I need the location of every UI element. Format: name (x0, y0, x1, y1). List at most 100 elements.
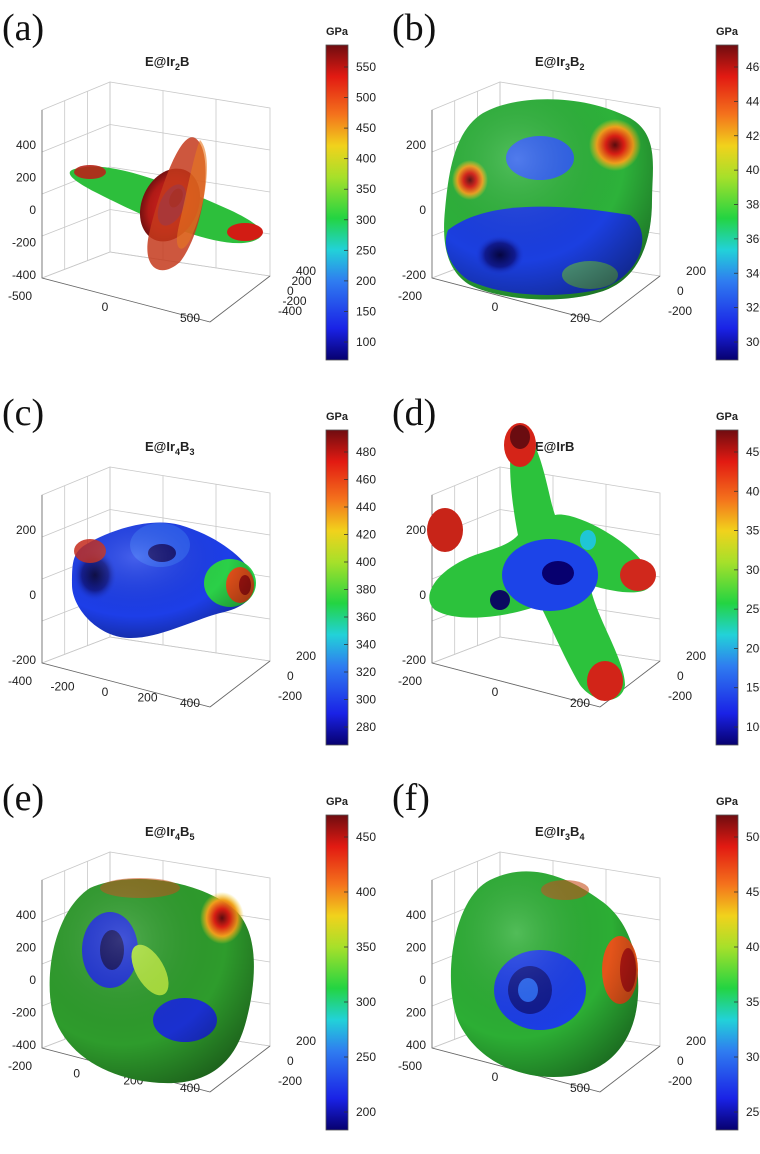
colorbar-tick-label: 380 (356, 583, 376, 597)
z-tick-label: 200 (406, 523, 426, 537)
z-tick-label: 400 (16, 138, 36, 152)
modulus-surface (427, 423, 656, 701)
colorbar-tick-label: 280 (356, 720, 376, 734)
colorbar-tick-label: 450 (746, 445, 760, 459)
colorbar-tick-label: 300 (356, 693, 376, 707)
title-rest: B (180, 54, 189, 69)
colorbar-unit: GPa (716, 796, 739, 808)
z-tick-label: 200 (406, 1006, 426, 1020)
title-rest: B (570, 54, 579, 69)
y-tick-label: 0 (677, 1054, 684, 1068)
x-tick-label: -500 (398, 1059, 422, 1073)
x-tick-label: 500 (180, 311, 200, 325)
z-tick-label: 200 (406, 941, 426, 955)
colorbar-tick-label: 250 (746, 602, 760, 616)
x-tick-label: 0 (492, 1070, 499, 1084)
z-tick-label: -200 (402, 653, 426, 667)
y-tick-label: 200 (686, 264, 706, 278)
colorbar: GPa 480 460 440 420 400 380 360 340 320 300 280 (325, 411, 376, 746)
z-tick-label: -200 (12, 653, 36, 667)
colorbar-unit: GPa (326, 26, 349, 38)
panel-label: (d) (392, 392, 436, 434)
y-tick-label: 400 (296, 264, 316, 278)
z-tick-label: 200 (16, 171, 36, 185)
x-tick-label: -400 (8, 674, 32, 688)
colorbar-tick-label: 450 (746, 885, 760, 899)
title-subscript-2: 3 (189, 447, 194, 457)
z-tick-label: -400 (12, 268, 36, 282)
colorbar-tick-label: 320 (746, 301, 760, 315)
panel-label: (e) (2, 777, 44, 819)
colorbar-tick-label: 500 (746, 830, 760, 844)
colorbar-tick-label: 350 (746, 524, 760, 538)
colorbar-tick-label: 250 (746, 1105, 760, 1119)
colorbar-tick-label: 340 (746, 266, 760, 280)
panel-f: (f)E@Ir3B44002000200400-50005002000-200G… (392, 777, 760, 1131)
colorbar: GPa 450 400 350 300 250 200 (325, 796, 376, 1131)
title-subscript-1: 4 (175, 447, 180, 457)
y-tick-label: -200 (283, 294, 307, 308)
x-tick-label: 200 (570, 696, 590, 710)
colorbar-tick-label: 400 (356, 152, 376, 166)
y-tick-label: 200 (686, 1034, 706, 1048)
panel-label: (a) (2, 7, 44, 49)
colorbar-tick-label: 400 (746, 940, 760, 954)
colorbar-tick-label: 300 (356, 213, 376, 227)
x-tick-label: 200 (137, 691, 157, 705)
x-axis-line (41, 662, 211, 708)
colorbar-tick-label: 360 (746, 232, 760, 246)
z-tick-label: 0 (419, 588, 426, 602)
colorbar-tick-label: 350 (746, 995, 760, 1009)
y-tick-label: -200 (668, 304, 692, 318)
colorbar-tick-label: 200 (356, 274, 376, 288)
colorbar-tick-label: 250 (356, 1050, 376, 1064)
x-tick-label: 400 (180, 1081, 200, 1095)
colorbar-tick-label: 200 (746, 641, 760, 655)
colorbar-tick-label: 150 (746, 681, 760, 695)
colorbar: GPa 450 400 350 300 250 200 150 100 (715, 411, 760, 746)
panel-title: E@Ir3B2 (535, 54, 584, 72)
y-tick-label: 0 (677, 669, 684, 683)
y-tick-label: 0 (287, 669, 294, 683)
colorbar-tick-label: 480 (356, 445, 376, 459)
z-tick-label: 0 (419, 973, 426, 987)
panel-title: E@IrB (535, 439, 574, 454)
x-axis-line (41, 277, 211, 323)
z-tick-label: 0 (29, 203, 36, 217)
colorbar-tick-label: 460 (746, 60, 760, 74)
y-tick-label: -200 (668, 1074, 692, 1088)
title-subscript-1: 2 (175, 62, 180, 72)
title-main: E@IrB (535, 439, 574, 454)
x-tick-label: -200 (398, 674, 422, 688)
z-tick-label: 200 (16, 523, 36, 537)
title-subscript-1: 3 (565, 62, 570, 72)
y-tick-label: 0 (287, 1054, 294, 1068)
z-tick-label: 400 (16, 908, 36, 922)
y-axis-line (209, 275, 271, 323)
colorbar-tick-label: 400 (356, 555, 376, 569)
title-subscript-2: 4 (579, 832, 584, 842)
colorbar-tick-label: 400 (746, 484, 760, 498)
modulus-surface (69, 137, 263, 271)
x-tick-label: -500 (8, 289, 32, 303)
panel-d: (d)E@IrB2000-200-20002002000-200GPa45040… (392, 392, 760, 746)
title-main: E@Ir (145, 54, 175, 69)
colorbar-tick-label: 550 (356, 60, 376, 74)
y-axis-line (599, 1045, 661, 1093)
colorbar-tick-label: 150 (356, 304, 376, 318)
colorbar-tick-label: 100 (746, 720, 760, 734)
colorbar-gradient (325, 429, 349, 746)
z-tick-label: -200 (12, 236, 36, 250)
panel-b: (b)E@Ir3B22000-200-20002002000-200GPa460… (392, 7, 760, 361)
y-tick-label: 0 (287, 284, 294, 298)
y-tick-label: -200 (278, 689, 302, 703)
colorbar-unit: GPa (716, 26, 739, 38)
modulus-surface (72, 522, 256, 639)
z-tick-label: 200 (406, 138, 426, 152)
y-tick-label: -200 (278, 1074, 302, 1088)
title-main: E@Ir (145, 824, 175, 839)
colorbar-tick-label: 400 (356, 885, 376, 899)
colorbar-tick-label: 350 (356, 182, 376, 196)
